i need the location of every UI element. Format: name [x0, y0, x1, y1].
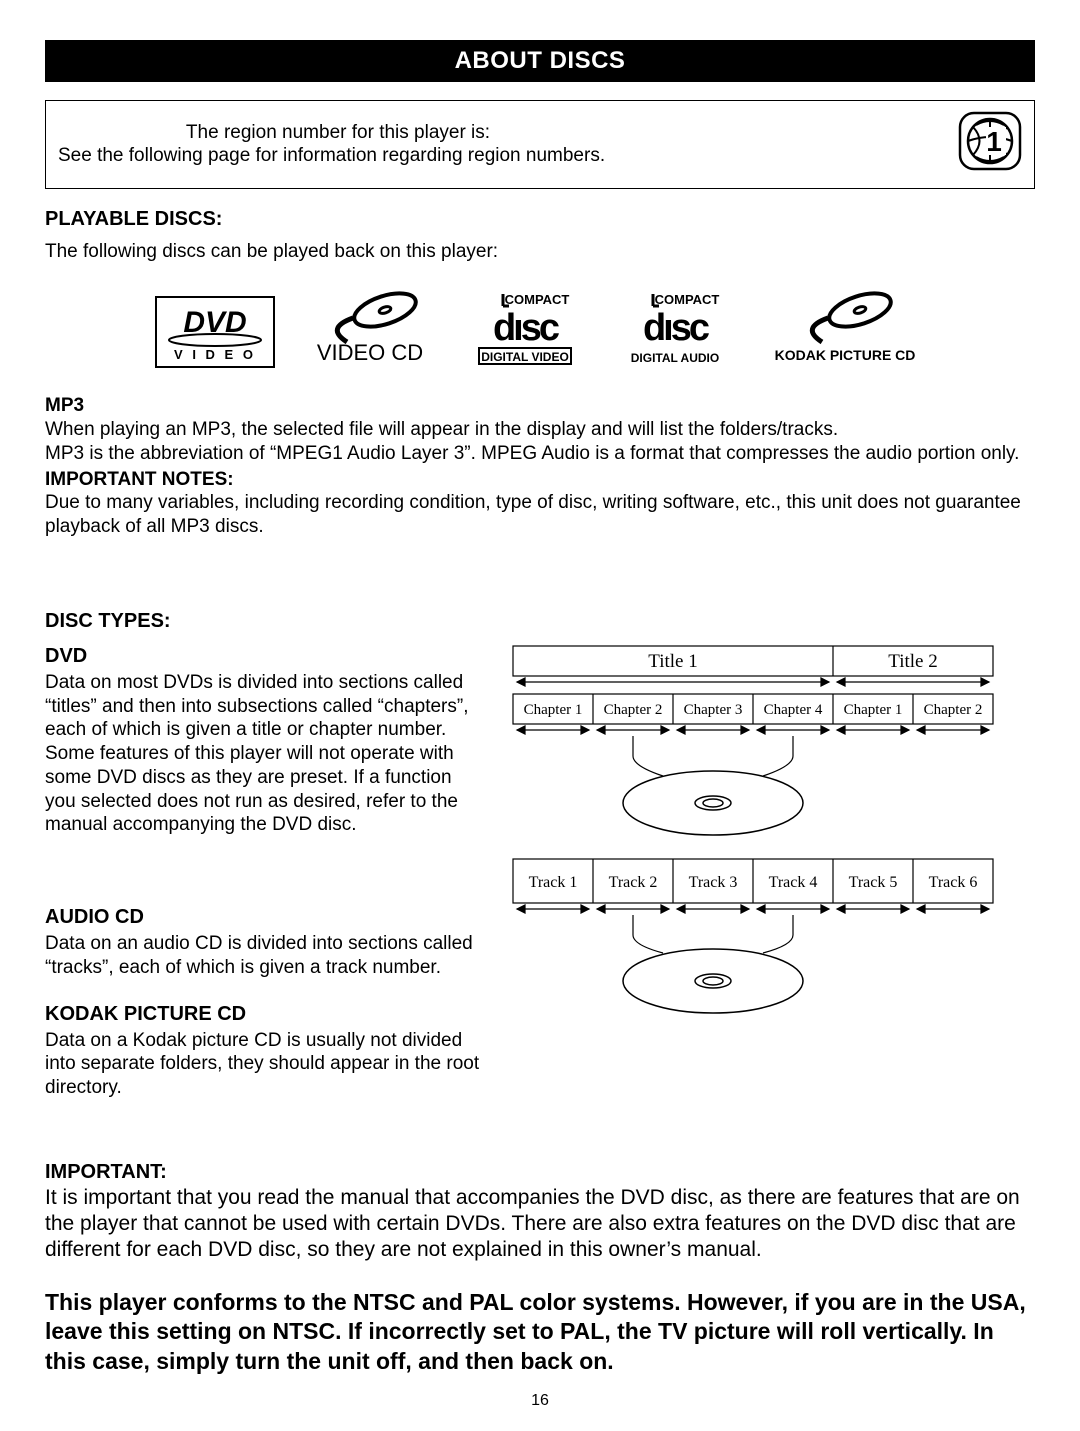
region-line1: The region number for this player is: — [58, 121, 618, 145]
ch1: Chapter 1 — [524, 702, 583, 718]
cd-da-top: COMPACT — [655, 292, 720, 307]
ch5: Chapter 1 — [844, 702, 903, 718]
mp3-section: MP3 When playing an MP3, the selected fi… — [45, 394, 1035, 539]
region-icon: 1 — [958, 111, 1022, 178]
dvd-text: Data on most DVDs is divided into sectio… — [45, 671, 485, 837]
kodak-subheading: KODAK PICTURE CD — [45, 1002, 485, 1027]
region-text: The region number for this player is: Se… — [58, 121, 958, 169]
playable-heading: PLAYABLE DISCS: — [45, 207, 1035, 232]
dvd-subheading: DVD — [45, 644, 485, 669]
disc-logo-row: DVD V I D E O VIDEO CD COMPACT dısc DIGI… — [45, 288, 1035, 375]
dvd-structure-diagram: Title 1 Title 2 Chapter 1 Chapter 2 Chap… — [503, 638, 1003, 838]
cd-da-bot: DIGITAL AUDIO — [631, 351, 719, 365]
tr4: Track 4 — [769, 874, 818, 891]
cd-dv-top: COMPACT — [505, 292, 570, 307]
important-notes-heading: IMPORTANT NOTES: — [45, 468, 1035, 492]
disc-types-section: DISC TYPES: DVD Data on most DVDs is div… — [45, 609, 1035, 1100]
dvd-video-logo: DVD V I D E O — [155, 296, 275, 375]
cd-digital-audio-logo: COMPACT dısc DIGITAL AUDIO — [615, 290, 735, 375]
cd-structure-diagram: Track 1 Track 2 Track 3 Track 4 Track 5 … — [503, 851, 1003, 1021]
vcd-text: VIDEO CD — [317, 340, 423, 365]
tr5: Track 5 — [849, 874, 898, 891]
title1-label: Title 1 — [648, 651, 697, 672]
audio-cd-subheading: AUDIO CD — [45, 905, 485, 930]
ch6: Chapter 2 — [924, 702, 983, 718]
page-number: 16 — [45, 1391, 1035, 1411]
mp3-p2: MP3 is the abbreviation of “MPEG1 Audio … — [45, 442, 1035, 466]
ch2: Chapter 2 — [604, 702, 663, 718]
svg-text:dısc: dısc — [643, 307, 710, 349]
svg-text:dısc: dısc — [493, 307, 560, 349]
cd-digital-video-logo: COMPACT dısc DIGITAL VIDEO — [465, 290, 585, 375]
section-banner: ABOUT DISCS — [45, 40, 1035, 82]
kodak-picture-cd-logo: KODAK PICTURE CD — [765, 288, 925, 375]
ch3: Chapter 3 — [684, 702, 743, 718]
playable-intro: The following discs can be played back o… — [45, 240, 1035, 264]
region-number: 1 — [986, 126, 1002, 157]
region-box: The region number for this player is: Se… — [45, 100, 1035, 189]
tr2: Track 2 — [609, 874, 658, 891]
cd-dv-bot: DIGITAL VIDEO — [481, 350, 569, 364]
audio-cd-text: Data on an audio CD is divided into sect… — [45, 932, 485, 980]
dvd-sub-text: V I D E O — [174, 347, 256, 362]
tr3: Track 3 — [689, 874, 738, 891]
tr1: Track 1 — [529, 874, 578, 891]
title2-label: Title 2 — [888, 651, 937, 672]
mp3-p1: When playing an MP3, the selected file w… — [45, 418, 1035, 442]
video-cd-logo: VIDEO CD — [305, 288, 435, 375]
kodak-text: Data on a Kodak picture CD is usually no… — [45, 1029, 485, 1100]
tr6: Track 6 — [929, 874, 978, 891]
ntsc-pal-note: This player conforms to the NTSC and PAL… — [45, 1288, 1035, 1378]
important-section: IMPORTANT: It is important that you read… — [45, 1160, 1035, 1264]
kodak-text: KODAK PICTURE CD — [775, 347, 916, 363]
important-heading: IMPORTANT: — [45, 1160, 1035, 1185]
disc-types-heading: DISC TYPES: — [45, 609, 1035, 634]
region-line2: See the following page for information r… — [58, 144, 958, 168]
important-notes-text: Due to many variables, including recordi… — [45, 491, 1035, 539]
ch4: Chapter 4 — [764, 702, 823, 718]
important-text: It is important that you read the manual… — [45, 1185, 1035, 1264]
mp3-heading: MP3 — [45, 394, 1035, 418]
